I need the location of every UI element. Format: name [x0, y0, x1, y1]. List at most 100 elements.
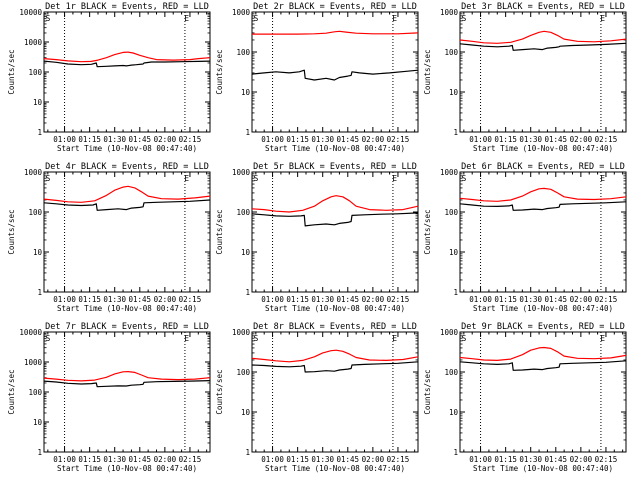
x-tick-label: 01:45: [128, 455, 151, 464]
y-tick-label: 10: [241, 88, 251, 97]
x-tick-label: 01:15: [494, 295, 517, 304]
detector-panel: Det 2r BLACK = Events, RED = LLD 1 10 100 10…: [215, 2, 419, 153]
s-marker: S: [254, 174, 259, 183]
x-tick-label: 01:45: [128, 295, 151, 304]
panel-title: Det 8r BLACK = Events, RED = LLD: [253, 322, 417, 332]
x-axis-label: Start Time (10-Nov-08 00:47:40): [57, 464, 197, 473]
lld-series-line: [43, 185, 211, 203]
y-tick-label: 100: [236, 208, 250, 217]
y-tick-label: 100: [236, 368, 250, 377]
x-tick-label: 01:15: [78, 295, 101, 304]
x-tick-label: 01:30: [311, 455, 334, 464]
x-tick-label: 01:15: [78, 455, 101, 464]
y-tick-label: 1000: [440, 168, 459, 177]
y-axis-label: Counts/sec: [423, 369, 432, 414]
x-tick-label: 02:00: [362, 455, 385, 464]
x-tick-label: 01:15: [494, 135, 517, 144]
x-axis-label: Start Time (10-Nov-08 00:47:40): [473, 464, 613, 473]
x-tick-label: 01:30: [311, 135, 334, 144]
x-axis-label: Start Time (10-Nov-08 00:47:40): [473, 144, 613, 153]
y-axis-label: Counts/sec: [7, 209, 16, 254]
events-series-line: [459, 201, 627, 211]
detector-panel: Det 6r BLACK = Events, RED = LLD 1 10 100 10…: [423, 162, 627, 313]
y-tick-label: 10: [33, 418, 43, 427]
x-tick-label: 02:00: [570, 135, 593, 144]
y-tick-label: 1: [245, 128, 250, 137]
y-tick-label: 1000: [440, 8, 459, 17]
x-tick-label: 01:30: [103, 295, 126, 304]
y-axis-label: Counts/sec: [215, 209, 224, 254]
lld-series-line: [459, 187, 627, 202]
plot-frame: [251, 11, 419, 133]
y-tick-label: 1: [453, 288, 458, 297]
x-tick-label: 01:00: [53, 295, 76, 304]
x-tick-label: 01:00: [469, 135, 492, 144]
detector-panel: Det 7r BLACK = Events, RED = LLD 1 10 100 10…: [7, 322, 211, 473]
panel-title: Det 6r BLACK = Events, RED = LLD: [461, 162, 625, 172]
plot-frame: [251, 331, 419, 453]
events-series-line: [43, 199, 211, 211]
x-tick-label: 01:15: [494, 455, 517, 464]
x-tick-label: 02:00: [362, 295, 385, 304]
y-tick-label: 10000: [19, 328, 42, 337]
plot-frame: [459, 11, 627, 133]
s-marker: S: [462, 14, 467, 23]
events-series-line: [251, 69, 419, 81]
x-axis-label: Start Time (10-Nov-08 00:47:40): [57, 304, 197, 313]
e-marker: E: [184, 14, 189, 23]
detector-panel: Det 8r BLACK = Events, RED = LLD 1 10 100 10…: [215, 322, 419, 473]
panel-title: Det 4r BLACK = Events, RED = LLD: [45, 162, 209, 172]
x-tick-label: 02:15: [179, 135, 202, 144]
x-tick-label: 01:00: [53, 135, 76, 144]
e-marker: E: [392, 14, 397, 23]
y-tick-label: 100: [28, 388, 42, 397]
panel-title: Det 3r BLACK = Events, RED = LLD: [461, 2, 625, 12]
y-tick-label: 1: [245, 288, 250, 297]
x-axis-label: Start Time (10-Nov-08 00:47:40): [265, 304, 405, 313]
y-tick-label: 1: [37, 448, 42, 457]
y-tick-label: 1000: [232, 328, 251, 337]
y-tick-label: 1: [453, 448, 458, 457]
x-tick-label: 01:15: [78, 135, 101, 144]
events-series-line: [43, 380, 211, 388]
x-axis-label: Start Time (10-Nov-08 00:47:40): [473, 304, 613, 313]
y-axis-label: Counts/sec: [7, 369, 16, 414]
y-tick-label: 10: [241, 408, 251, 417]
detector-panel: Det 9r BLACK = Events, RED = LLD 1 10 100 10…: [423, 322, 627, 473]
y-tick-label: 100: [28, 68, 42, 77]
detector-panel: Det 1r BLACK = Events, RED = LLD 1 10 100 10…: [7, 2, 211, 153]
y-tick-label: 10: [449, 248, 459, 257]
y-tick-label: 1: [453, 128, 458, 137]
y-tick-label: 10000: [19, 8, 42, 17]
s-marker: S: [254, 14, 259, 23]
y-tick-label: 1000: [24, 358, 43, 367]
x-tick-label: 02:00: [154, 135, 177, 144]
x-tick-label: 01:00: [469, 295, 492, 304]
e-marker: E: [184, 334, 189, 343]
x-tick-label: 01:45: [128, 135, 151, 144]
x-axis-label: Start Time (10-Nov-08 00:47:40): [57, 144, 197, 153]
x-tick-label: 02:15: [179, 295, 202, 304]
lld-series-line: [252, 30, 419, 35]
x-tick-label: 01:45: [544, 135, 567, 144]
lld-series-line: [251, 349, 419, 363]
lld-series-line: [43, 51, 211, 63]
x-tick-label: 01:30: [519, 135, 542, 144]
y-tick-label: 100: [444, 48, 458, 57]
events-series-line: [251, 361, 419, 373]
panel-title: Det 1r BLACK = Events, RED = LLD: [45, 2, 209, 12]
x-tick-label: 01:00: [53, 455, 76, 464]
panel-title: Det 9r BLACK = Events, RED = LLD: [461, 322, 625, 332]
y-tick-label: 10: [449, 408, 459, 417]
s-marker: S: [46, 174, 51, 183]
x-tick-label: 02:15: [387, 455, 410, 464]
e-marker: E: [600, 334, 605, 343]
y-tick-label: 10: [33, 248, 43, 257]
s-marker: S: [46, 334, 51, 343]
x-tick-label: 02:00: [570, 295, 593, 304]
plot-frame: [459, 331, 627, 453]
x-tick-label: 02:00: [154, 295, 177, 304]
panel-title: Det 7r BLACK = Events, RED = LLD: [45, 322, 209, 332]
y-tick-label: 1000: [440, 328, 459, 337]
e-marker: E: [392, 174, 397, 183]
